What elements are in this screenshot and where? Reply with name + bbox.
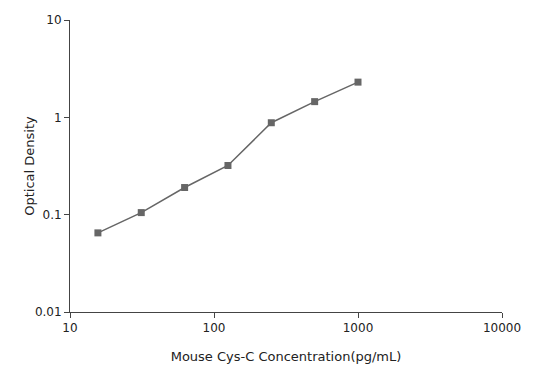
- svg-text:0.1: 0.1: [43, 208, 62, 222]
- svg-text:Mouse Cys-C Concentration(pg/m: Mouse Cys-C Concentration(pg/mL): [171, 349, 402, 364]
- svg-text:100: 100: [203, 321, 226, 335]
- svg-text:10000: 10000: [483, 321, 521, 335]
- svg-text:0.01: 0.01: [35, 305, 62, 319]
- svg-text:Optical Density: Optical Density: [22, 116, 37, 216]
- svg-text:1000: 1000: [343, 321, 374, 335]
- svg-text:10: 10: [46, 13, 61, 27]
- svg-text:10: 10: [62, 321, 77, 335]
- svg-text:1: 1: [54, 111, 62, 125]
